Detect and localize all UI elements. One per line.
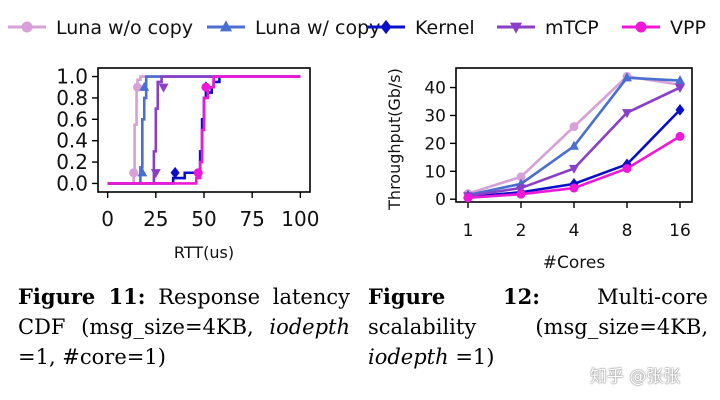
legend-entry-4: VPP	[622, 17, 706, 39]
fig12-series-marker-4	[675, 131, 685, 141]
fig11-series-marker-2	[170, 166, 180, 179]
legend-entry-1: Luna w/ copy	[207, 17, 380, 39]
fig11-ytick-label: 0.2	[56, 150, 88, 174]
fig12-series-marker-3	[675, 83, 685, 93]
fig12-series-marker-4	[463, 193, 473, 203]
fig11-xtick-label: 75	[239, 207, 264, 231]
fig11-xtick-label: 0	[101, 207, 114, 231]
fig12-xlabel: #Cores	[543, 253, 606, 273]
fig12-series-marker-3	[516, 184, 526, 194]
fig11-ytick-label: 0.0	[56, 171, 88, 195]
figure-11-caption-text-1: Response latency CDF (msg_size=4KB,	[18, 285, 350, 339]
fig11-ytick-label: 0.4	[56, 129, 88, 153]
figure-12-caption-text-2: =1)	[448, 345, 495, 369]
legend-marker-4	[635, 21, 647, 33]
figure-11-label: Figure 11:	[18, 284, 146, 309]
fig11-xtick-label: 50	[191, 207, 216, 231]
legend-label-0: Luna w/o copy	[56, 17, 193, 39]
fig11-xtick-label: 25	[143, 207, 168, 231]
fig11-xlabel: RTT(us)	[174, 243, 234, 262]
fig11-ytick-label: 0.8	[56, 86, 88, 110]
figure-11-cdf-chart: 0 25 50 75 100 0.00.20.40.60.81.0 RTT(us)	[56, 65, 319, 262]
fig11-series-marker-3	[158, 83, 169, 93]
fig12-series-marker-3	[622, 109, 632, 119]
watermark: 知乎 @张张	[590, 367, 681, 387]
fig12-xtick-label: 4	[569, 221, 580, 241]
fig12-xtick-label: 2	[516, 221, 527, 241]
fig12-ytick-label: 40	[424, 79, 446, 99]
fig12-xtick-label: 1	[463, 221, 474, 241]
legend-label-2: Kernel	[415, 17, 475, 39]
figure-12-caption-text-1: Multi-core scalability (msg_size=4KB,	[368, 285, 708, 339]
fig11-ytick-label: 1.0	[56, 65, 88, 89]
legend: Luna w/o copy Luna w/ copy Kernel mTCP VPP	[8, 17, 706, 39]
fig12-ytick-label: 20	[424, 134, 446, 154]
legend-label-1: Luna w/ copy	[255, 17, 380, 39]
fig12-series-marker-1	[675, 75, 685, 85]
legend-entry-0: Luna w/o copy	[8, 17, 193, 39]
figure-11-caption-text-2: =1, #core=1)	[18, 345, 166, 369]
figure-12-throughput-chart: 1 2 4 8 16 0 10 20 30 40 #Cores Throughput(Gb/s)	[385, 67, 693, 273]
legend-marker-0	[21, 21, 33, 33]
fig11-xtick-label: 100	[281, 207, 319, 231]
fig11-series-marker-1	[139, 81, 150, 91]
legend-marker-2	[380, 19, 392, 35]
legend-entry-3: mTCP	[497, 17, 599, 39]
fig11-series-marker-1	[137, 167, 148, 177]
figure-12-caption-italic: iodepth	[368, 345, 449, 369]
figure-12-caption: Figure 12: Multi-core scalability (msg_s…	[368, 282, 708, 372]
fig11-ytick-label: 0.6	[56, 107, 88, 131]
fig11-series-marker-0	[133, 82, 143, 92]
fig11-series-line-4	[107, 75, 301, 185]
fig12-series-marker-3	[569, 164, 579, 174]
fig12-series-line-1	[467, 76, 681, 197]
fig12-series-marker-4	[569, 183, 579, 193]
legend-entry-2: Kernel	[367, 17, 475, 39]
fig12-series-marker-0	[569, 122, 579, 132]
fig12-xtick-label: 16	[669, 221, 691, 241]
figure-11-caption-italic: iodepth	[269, 315, 350, 339]
figure-12-label: Figure 12:	[368, 284, 540, 309]
legend-marker-3	[509, 22, 523, 34]
fig12-series-marker-1	[622, 72, 632, 82]
fig12-ytick-label: 0	[435, 190, 446, 210]
fig12-series-marker-0	[516, 172, 526, 182]
fig12-ylabel: Throughput(Gb/s)	[385, 68, 404, 211]
fig12-series-marker-4	[516, 189, 526, 199]
fig12-series-marker-4	[622, 164, 632, 173]
fig12-xtick-label: 8	[622, 221, 633, 241]
legend-label-3: mTCP	[545, 17, 599, 39]
fig11-series-marker-0	[129, 168, 139, 178]
figure-11-caption: Figure 11: Response latency CDF (msg_siz…	[18, 282, 350, 372]
fig12-series-line-0	[467, 74, 681, 195]
legend-marker-1	[219, 20, 233, 32]
fig12-ytick-label: 10	[424, 162, 446, 182]
fig12-ytick-label: 30	[424, 106, 446, 126]
fig11-series-marker-3	[150, 169, 161, 179]
fig11-series-marker-4	[201, 82, 211, 92]
legend-label-4: VPP	[670, 17, 706, 39]
fig12-series-marker-1	[569, 140, 579, 150]
fig11-series-marker-4	[193, 168, 203, 178]
